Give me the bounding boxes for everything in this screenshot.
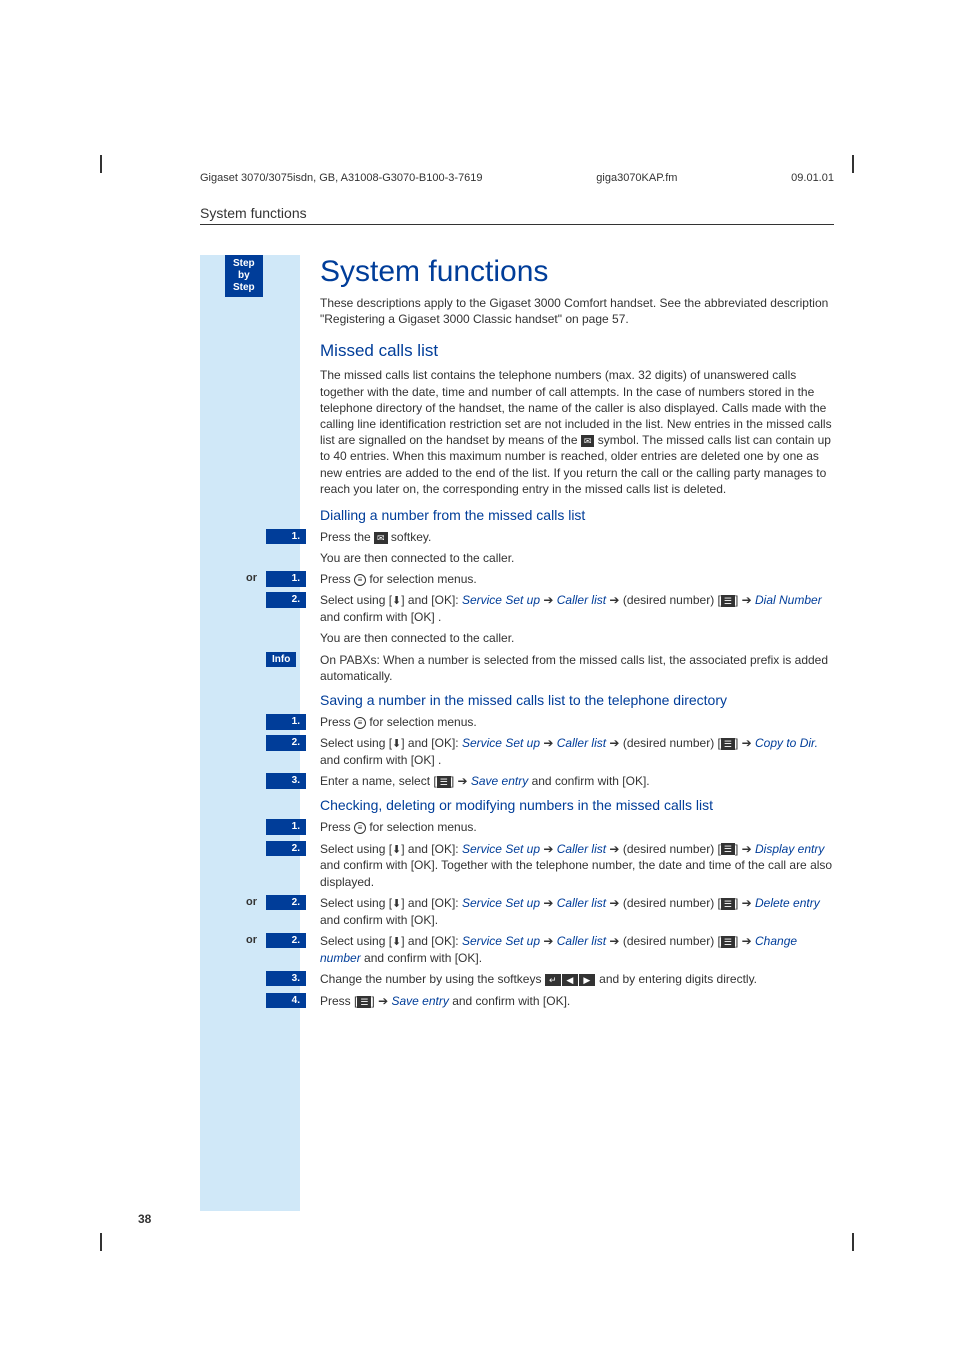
or-label: or <box>246 933 257 948</box>
step-number: 4. <box>266 993 306 1009</box>
step-number: 3. <box>266 971 306 987</box>
step-number: 2. <box>266 735 306 751</box>
menu-icon: ≡ <box>354 822 366 834</box>
list-icon: ☰ <box>437 776 451 788</box>
missed-calls-body: The missed calls list contains the telep… <box>320 367 834 497</box>
crop-mark <box>852 1233 854 1251</box>
crop-mark <box>852 155 854 173</box>
envelope-icon: ✉ <box>374 532 388 544</box>
menu-icon: ≡ <box>354 717 366 729</box>
step-number: 2. <box>266 592 306 608</box>
list-icon: ☰ <box>721 898 735 910</box>
or-label: or <box>246 571 257 586</box>
step-row: 1. Press ≡ for selection menus. <box>320 714 834 730</box>
list-icon: ☰ <box>721 843 735 855</box>
softkey-right-icon: ▶ <box>579 974 595 986</box>
softkey-icons: ↵◀▶ <box>545 972 596 988</box>
page-number: 38 <box>138 1212 151 1226</box>
doc-date: 09.01.01 <box>791 172 834 184</box>
step-number: 2. <box>266 895 306 911</box>
step-number: 2. <box>266 841 306 857</box>
main-content: System functions These descriptions appl… <box>320 255 834 1014</box>
step-row: 3. Change the number by using the softke… <box>320 971 834 988</box>
list-icon: ☰ <box>357 996 371 1008</box>
running-header: System functions <box>200 205 307 221</box>
info-badge: Info <box>266 652 296 668</box>
header-meta: Gigaset 3070/3075isdn, GB, A31008-G3070-… <box>200 172 834 184</box>
down-arrow-icon: ⬇ <box>392 936 401 948</box>
step-number: 2. <box>266 933 306 949</box>
menu-icon: ≡ <box>354 574 366 586</box>
h3-dialling: Dialling a number from the missed calls … <box>320 507 834 523</box>
step-number: 1. <box>266 819 306 835</box>
step-row: or 2. Select using [⬇] and [OK]: Service… <box>320 895 834 928</box>
badge-line: Step <box>233 258 255 270</box>
step-row: or 1. Press ≡ for selection menus. <box>320 571 834 587</box>
list-icon: ☰ <box>721 595 735 607</box>
down-arrow-icon: ⬇ <box>392 844 401 856</box>
envelope-icon: ✉ <box>581 435 595 447</box>
h2-missed-calls: Missed calls list <box>320 341 834 361</box>
doc-filename: giga3070KAP.fm <box>596 172 677 184</box>
step-row: or 2. Select using [⬇] and [OK]: Service… <box>320 933 834 966</box>
intro-text: These descriptions apply to the Gigaset … <box>320 295 834 327</box>
step-number: 1. <box>266 529 306 545</box>
step-row: 1. Press the ✉ softkey. <box>320 529 834 545</box>
doc-ref: Gigaset 3070/3075isdn, GB, A31008-G3070-… <box>200 172 483 184</box>
info-row: Info On PABXs: When a number is selected… <box>320 652 834 684</box>
h3-saving: Saving a number in the missed calls list… <box>320 692 834 708</box>
step-row: 4. Press [☰] ➔ Save entry and confirm wi… <box>320 993 834 1009</box>
step-text: You are then connected to the caller. <box>320 550 834 566</box>
sidebar-tint <box>200 255 300 1211</box>
step-row: 1. Press ≡ for selection menus. <box>320 819 834 835</box>
h3-checking: Checking, deleting or modifying numbers … <box>320 797 834 813</box>
step-row: 3. Enter a name, select [☰] ➔ Save entry… <box>320 773 834 789</box>
list-icon: ☰ <box>721 738 735 750</box>
down-arrow-icon: ⬇ <box>392 595 401 607</box>
page-title: System functions <box>320 255 834 289</box>
step-row: 2. Select using [⬇] and [OK]: Service Se… <box>320 735 834 768</box>
down-arrow-icon: ⬇ <box>392 898 401 910</box>
step-number: 1. <box>266 571 306 587</box>
step-number: 3. <box>266 773 306 789</box>
down-arrow-icon: ⬇ <box>392 738 401 750</box>
crop-mark <box>100 1233 102 1251</box>
header-rule <box>200 224 834 225</box>
step-row: 2. Select using [⬇] and [OK]: Service Se… <box>320 841 834 890</box>
crop-mark <box>100 155 102 173</box>
step-number: 1. <box>266 714 306 730</box>
badge-line: by <box>233 270 255 282</box>
badge-line: Step <box>233 282 255 294</box>
step-text: You are then connected to the caller. <box>320 630 834 646</box>
step-by-step-badge: Step by Step <box>225 255 263 297</box>
or-label: or <box>246 895 257 910</box>
step-row: 2. Select using [⬇] and [OK]: Service Se… <box>320 592 834 625</box>
softkey-back-icon: ↵ <box>545 974 561 986</box>
softkey-left-icon: ◀ <box>562 974 578 986</box>
list-icon: ☰ <box>721 936 735 948</box>
